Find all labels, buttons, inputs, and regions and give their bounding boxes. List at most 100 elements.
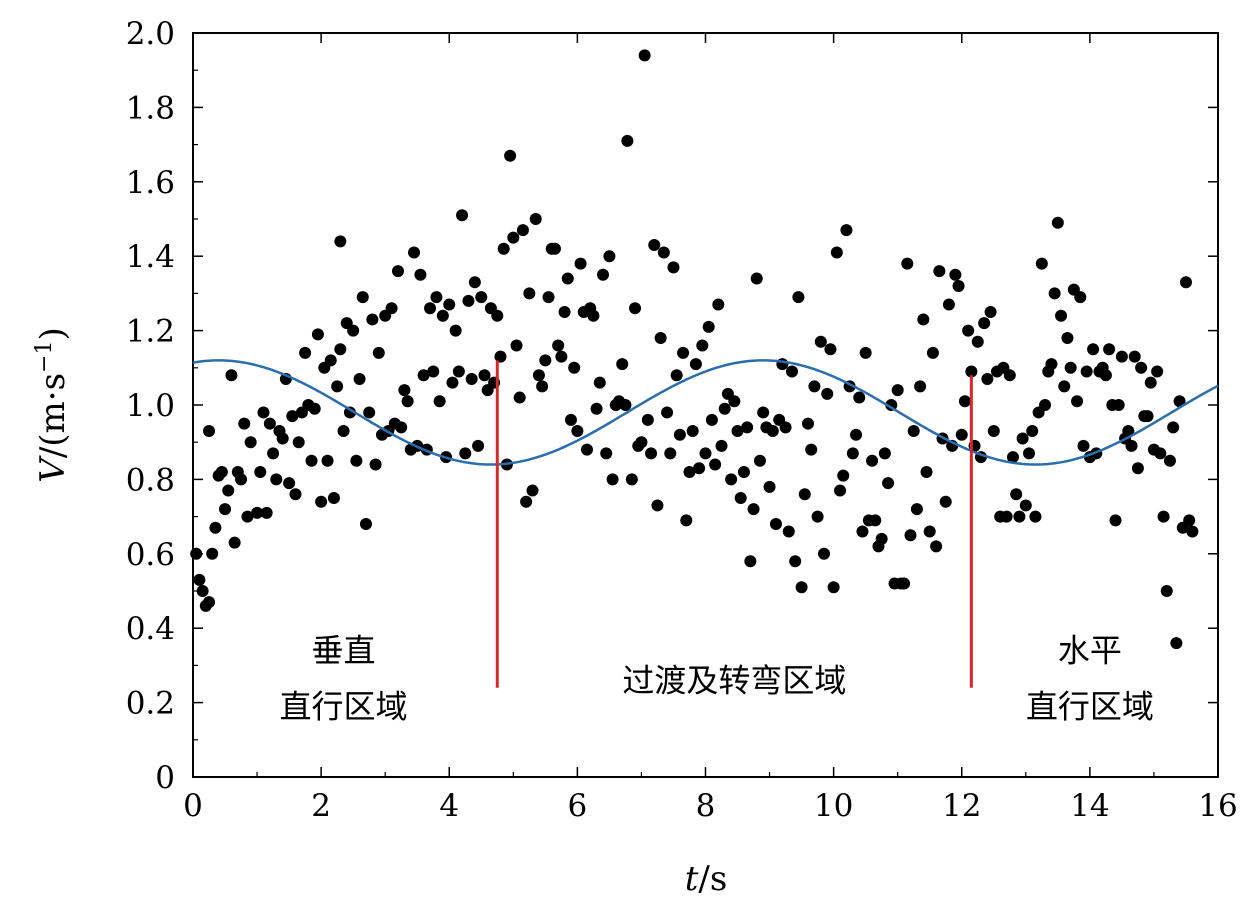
- data-point: [225, 369, 238, 382]
- data-point: [324, 354, 337, 367]
- data-point: [712, 298, 725, 311]
- data-point: [334, 343, 347, 356]
- y-axis-unit: /(m·s: [33, 373, 73, 458]
- fit-curve: [192, 359, 1219, 466]
- data-point: [1010, 488, 1023, 501]
- data-point: [520, 495, 533, 508]
- data-point: [446, 376, 459, 389]
- data-point: [1122, 425, 1135, 438]
- data-point: [657, 246, 670, 259]
- y-tick-label: 1.0: [126, 388, 175, 424]
- data-point: [334, 235, 347, 248]
- data-point: [805, 443, 818, 456]
- data-point: [1170, 637, 1183, 650]
- data-point: [718, 402, 731, 415]
- data-point: [731, 425, 744, 438]
- data-point: [789, 555, 802, 568]
- data-point: [241, 510, 254, 523]
- data-point: [472, 439, 485, 452]
- data-point: [510, 339, 523, 352]
- data-point: [555, 350, 568, 363]
- data-point: [401, 395, 414, 408]
- data-point: [504, 149, 517, 162]
- data-point: [238, 417, 251, 430]
- y-tick-label: 0: [155, 760, 175, 796]
- data-point: [395, 421, 408, 434]
- data-point: [523, 287, 536, 300]
- data-point: [1064, 361, 1077, 374]
- data-point: [456, 209, 469, 222]
- data-point: [1074, 291, 1087, 304]
- y-axis-ticks: 0 0.2 0.4 0.6 0.8 1.0 1.2 1.4 1.6 1.8 2.0: [126, 16, 1218, 796]
- data-point: [283, 477, 296, 490]
- x-tick-label: 10: [814, 788, 853, 824]
- data-point: [869, 514, 882, 527]
- data-point: [491, 309, 504, 322]
- data-point: [353, 372, 366, 385]
- x-tick-label: 16: [1198, 788, 1237, 824]
- data-point: [689, 358, 702, 371]
- data-point: [673, 428, 686, 441]
- data-point: [561, 272, 574, 285]
- data-point: [782, 525, 795, 538]
- data-point: [548, 242, 561, 255]
- data-point: [1151, 365, 1164, 378]
- data-point: [901, 257, 914, 270]
- y-axis-variable: V: [33, 455, 73, 483]
- data-point: [552, 339, 565, 352]
- data-point: [497, 242, 510, 255]
- data-point: [942, 298, 955, 311]
- data-point: [898, 577, 911, 590]
- data-point: [1039, 399, 1052, 411]
- x-tick-label: 8: [696, 788, 716, 824]
- data-point: [219, 503, 232, 516]
- data-point: [430, 291, 443, 304]
- region-label: 直行区域: [1026, 687, 1154, 725]
- data-point: [802, 417, 814, 430]
- y-tick-label: 0.6: [126, 537, 175, 573]
- data-point: [952, 279, 965, 292]
- data-point: [616, 358, 629, 371]
- data-point: [475, 291, 488, 304]
- data-point: [593, 376, 606, 389]
- data-point: [830, 246, 843, 259]
- data-point: [808, 380, 821, 393]
- data-point: [779, 421, 792, 434]
- data-point: [408, 246, 421, 259]
- data-point: [1013, 510, 1026, 523]
- data-point: [600, 447, 613, 460]
- data-point: [904, 529, 917, 542]
- data-point: [1173, 395, 1186, 408]
- data-point: [651, 499, 664, 512]
- data-point: [363, 406, 376, 419]
- data-point: [494, 350, 507, 363]
- data-point: [366, 313, 379, 326]
- data-point: [235, 473, 248, 486]
- data-point: [1157, 510, 1170, 523]
- data-point: [850, 428, 863, 441]
- data-point: [795, 581, 808, 594]
- scatter-points: [190, 49, 1199, 650]
- data-point: [920, 465, 933, 478]
- data-point: [866, 454, 879, 467]
- data-point: [1080, 365, 1093, 378]
- data-point: [891, 384, 904, 397]
- data-point: [878, 447, 891, 460]
- data-point: [267, 447, 280, 460]
- data-point: [725, 473, 738, 486]
- data-point: [244, 436, 257, 449]
- data-point: [462, 294, 475, 307]
- data-point: [347, 324, 360, 337]
- data-point: [1016, 432, 1029, 445]
- data-point: [478, 369, 491, 382]
- x-tick-label: 4: [439, 788, 459, 824]
- data-point: [392, 265, 404, 278]
- y-tick-label: 1.6: [126, 165, 175, 201]
- data-point: [196, 585, 209, 597]
- data-point: [465, 372, 478, 385]
- region-label: 垂直: [312, 632, 376, 670]
- data-point: [257, 406, 270, 419]
- data-point: [638, 49, 651, 62]
- data-point: [769, 518, 782, 531]
